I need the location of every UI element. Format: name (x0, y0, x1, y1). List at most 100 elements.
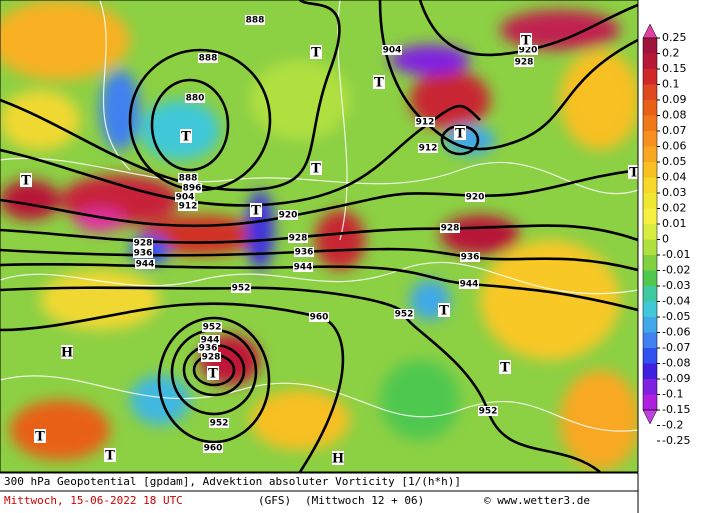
contour-label-bg (198, 343, 218, 353)
contour-label-bg (231, 283, 251, 293)
contour-label-bg (382, 45, 402, 55)
contour-label: 896 (183, 184, 202, 194)
pressure-markers: T T T T T T T T T T T T T T H H (20, 33, 639, 467)
colorbar-band (643, 379, 657, 395)
contour-label-bg (514, 57, 534, 67)
colorbar-band (643, 162, 657, 178)
colorbar-band (643, 301, 657, 318)
marker-bg (34, 429, 46, 443)
colorbar-label: 0.02 (662, 202, 687, 215)
colorbar: 0.25 0.2 0.15 0.1 0.09 0.08 0.07 0.06 0.05 0.04 0.… (642, 23, 690, 447)
colorbar-band (643, 286, 657, 302)
colorbar-band (643, 131, 657, 147)
marker-bg (207, 366, 219, 380)
contour-label: 960 (204, 444, 223, 454)
contour-label: 952 (479, 407, 498, 417)
marker-bg (332, 451, 344, 465)
pressure-marker: T (105, 449, 115, 464)
contour-label: 912 (179, 202, 198, 212)
caption-source: © www.wetter3.de (484, 494, 590, 507)
caption-title: 300 hPa Geopotential [gpdam], Advektion … (4, 475, 461, 488)
contour-label: 952 (395, 310, 414, 320)
contour-label: 944 (294, 263, 313, 273)
contour-label: 920 (519, 46, 538, 56)
colorbar-label: -0.1 (662, 388, 683, 401)
contour-label-bg (293, 262, 313, 272)
colorbar-label: -0.02 (662, 264, 690, 277)
contour-label: 920 (466, 193, 485, 203)
colorbar-band (643, 332, 657, 349)
contour-label: 928 (289, 234, 308, 244)
colorbar-label: 0.1 (662, 78, 680, 91)
colorbar-label: -0.08 (662, 357, 690, 370)
colorbar-label: 0.06 (662, 140, 687, 153)
pressure-marker: T (455, 127, 465, 142)
contour-label-bg (309, 312, 329, 322)
marker-bg (104, 448, 116, 462)
caption-run: (Mittwoch 12 + 06) (305, 494, 424, 507)
marker-bg (628, 165, 638, 179)
contour-label: 928 (134, 239, 153, 249)
contour-label-bg (518, 45, 538, 55)
colorbar-band (643, 53, 657, 70)
colorbar-band (643, 239, 657, 256)
contour-label: 944 (201, 336, 220, 346)
contour-label: 944 (136, 260, 155, 270)
contour-label-bg (200, 335, 220, 345)
colorbar-band (643, 394, 657, 411)
contour-label-bg (245, 15, 265, 25)
colorbar-label: -0.04 (662, 295, 690, 308)
pressure-marker: T (181, 130, 191, 145)
contour-label: 888 (246, 16, 265, 26)
colorbar-label: -0.01 (662, 248, 690, 261)
colorbar-band (643, 255, 657, 271)
colorbar-bottom (642, 409, 658, 425)
contour-label: 928 (441, 224, 460, 234)
colorbar-label: -0.09 (662, 372, 690, 385)
contour-label-bg (201, 352, 221, 362)
contour-label-bg (465, 192, 485, 202)
pressure-marker: T (500, 361, 510, 376)
contour-label-bg (415, 117, 435, 127)
contour-label-bg (133, 238, 153, 248)
contour-label-bg (198, 53, 218, 63)
contour-label-bg (135, 259, 155, 269)
colorbar-label: 0.09 (662, 93, 687, 106)
contour-label: 904 (176, 193, 195, 203)
contour-label: 920 (279, 211, 298, 221)
contour-label: 952 (210, 419, 229, 429)
colorbar-label: 0.08 (662, 109, 687, 122)
marker-bg (520, 33, 532, 47)
contour-label: 928 (202, 353, 221, 363)
caption-date: Mittwoch, 15-06-2022 18 UTC (4, 494, 183, 507)
marker-bg (438, 303, 450, 317)
contour-label-bg (178, 201, 198, 211)
contour-label: 952 (203, 323, 222, 333)
colorbar-band (643, 84, 657, 101)
contour-label-bg (175, 192, 195, 202)
contour-label-bg (418, 143, 438, 153)
colorbar-band (643, 115, 657, 132)
contour-label: 888 (199, 54, 218, 64)
contour-label-bg (478, 406, 498, 416)
contour-label-bg (278, 210, 298, 220)
caption-model: (GFS) (258, 494, 291, 507)
marker-bg (61, 345, 73, 359)
colorbar-band (643, 177, 657, 194)
colorbar-label: 0.25 (662, 31, 687, 44)
pressure-marker: T (629, 166, 639, 181)
contour-label: 912 (416, 118, 435, 128)
colorbar-label: -0.06 (662, 326, 690, 339)
colorbar-label: -0.07 (662, 341, 690, 354)
pressure-marker: H (61, 346, 73, 361)
contour-label: 912 (419, 144, 438, 154)
marker-bg (373, 75, 385, 89)
colorbar-label: 0.07 (662, 124, 687, 137)
colorbar-band (643, 100, 657, 116)
colorbar-label: -0.15 (662, 403, 690, 416)
colorbar-label: -0.03 (662, 279, 690, 292)
